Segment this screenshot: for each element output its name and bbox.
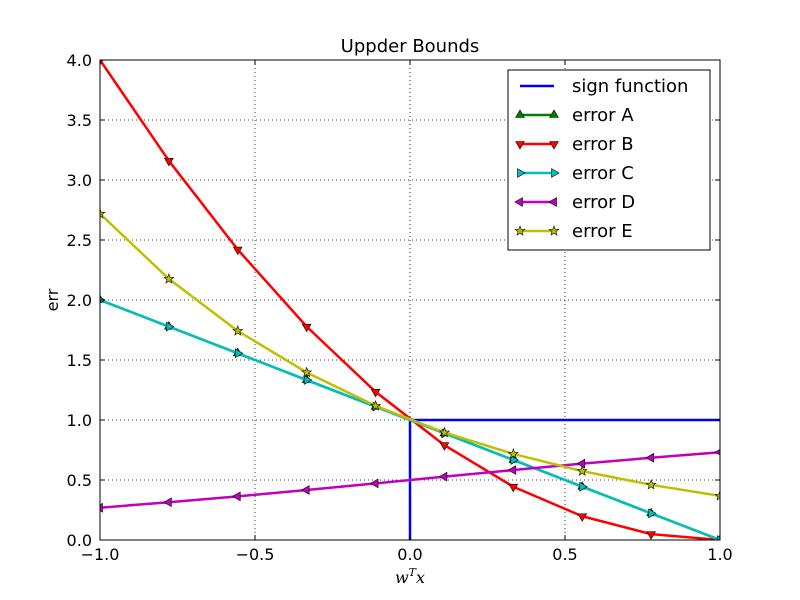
data-point	[232, 325, 244, 336]
x-tick-label: −1.0	[81, 545, 120, 564]
data-point	[438, 426, 451, 438]
legend-item: error E	[514, 221, 633, 242]
y-tick-label: 1.0	[67, 411, 92, 430]
series-error-e	[100, 207, 720, 501]
data-point	[510, 455, 519, 465]
data-point	[714, 449, 720, 456]
y-tick-label: 2.5	[67, 231, 92, 250]
data-point	[301, 366, 313, 378]
legend-item: error D	[514, 192, 635, 213]
legend-label: sign function	[572, 76, 688, 97]
series-line	[100, 451, 720, 509]
series-line	[100, 212, 720, 498]
data-point	[234, 348, 244, 359]
data-point	[100, 207, 106, 219]
data-point	[232, 491, 241, 502]
data-point	[370, 388, 381, 398]
legend-marker	[548, 197, 557, 207]
data-point	[369, 478, 379, 489]
legend-item: error A	[515, 105, 634, 126]
legend-marker	[517, 168, 526, 178]
x-axis-label-superscript: T	[409, 566, 418, 579]
data-point	[163, 273, 175, 284]
legend-label: error C	[572, 163, 634, 184]
y-tick-label: 4.0	[67, 51, 92, 70]
data-point	[164, 158, 174, 167]
x-tick-label: 0.0	[397, 545, 422, 564]
data-point	[166, 321, 175, 332]
series-layer	[100, 60, 720, 540]
data-point	[646, 531, 656, 540]
y-tick-label: 3.0	[67, 171, 92, 190]
data-point	[577, 513, 588, 522]
legend-box	[507, 69, 711, 251]
data-point	[438, 471, 448, 482]
y-tick-label: 1.5	[67, 351, 92, 370]
legend-marker	[548, 225, 560, 236]
x-axis-label-base: w	[395, 568, 409, 587]
legend-item: error C	[517, 163, 634, 184]
legend-label: error E	[572, 221, 633, 242]
data-point	[645, 452, 654, 463]
data-point	[576, 458, 586, 469]
x-axis-label-tail: x	[416, 568, 425, 587]
y-tick-label: 0.5	[67, 471, 92, 490]
legend-marker	[515, 109, 525, 118]
legend-label: error B	[572, 134, 634, 155]
legend-label: error D	[572, 192, 635, 213]
data-point	[717, 535, 720, 540]
data-point	[232, 246, 243, 256]
legend-marker	[514, 225, 526, 236]
chart-title: Uppder Bounds	[341, 36, 480, 57]
data-point	[303, 375, 313, 385]
data-point	[439, 442, 450, 451]
legend: sign function error A error B error C error …	[507, 69, 711, 251]
data-point	[369, 399, 382, 411]
y-tick-label: 2.0	[67, 291, 92, 310]
legend-marker	[551, 168, 560, 178]
data-point	[163, 497, 172, 508]
legend-marker	[549, 141, 559, 150]
data-point	[508, 483, 519, 493]
y-axis-label: err	[43, 288, 62, 311]
x-tick-label: 0.5	[552, 545, 577, 564]
data-point	[301, 485, 310, 495]
data-point	[507, 448, 519, 459]
series-error-d	[100, 449, 720, 513]
legend-marker	[549, 109, 559, 118]
legend-marker	[514, 197, 523, 207]
data-point	[648, 508, 657, 519]
data-point	[576, 465, 588, 476]
data-point	[301, 323, 312, 333]
x-tick-label: −0.5	[236, 545, 275, 564]
legend-marker	[515, 141, 525, 150]
legend-label: error A	[572, 105, 634, 126]
data-point	[579, 481, 588, 492]
data-point	[507, 465, 517, 475]
x-tick-label: 1.0	[707, 545, 732, 564]
legend-item: sign function	[520, 76, 688, 97]
y-tick-label: 3.5	[67, 111, 92, 130]
data-point	[100, 502, 103, 513]
y-tick-label: 0.0	[67, 531, 92, 550]
x-axis-label: wTx	[395, 566, 425, 587]
data-point	[714, 489, 720, 501]
data-point	[100, 60, 104, 66]
legend-item: error B	[515, 134, 634, 155]
data-point	[645, 478, 657, 490]
axis-ticks: −1.0 −0.5 0.0 0.5 1.0 0.0 0.5 1.0 1.5 2.0 2.5 3.0 3.…	[67, 51, 733, 564]
